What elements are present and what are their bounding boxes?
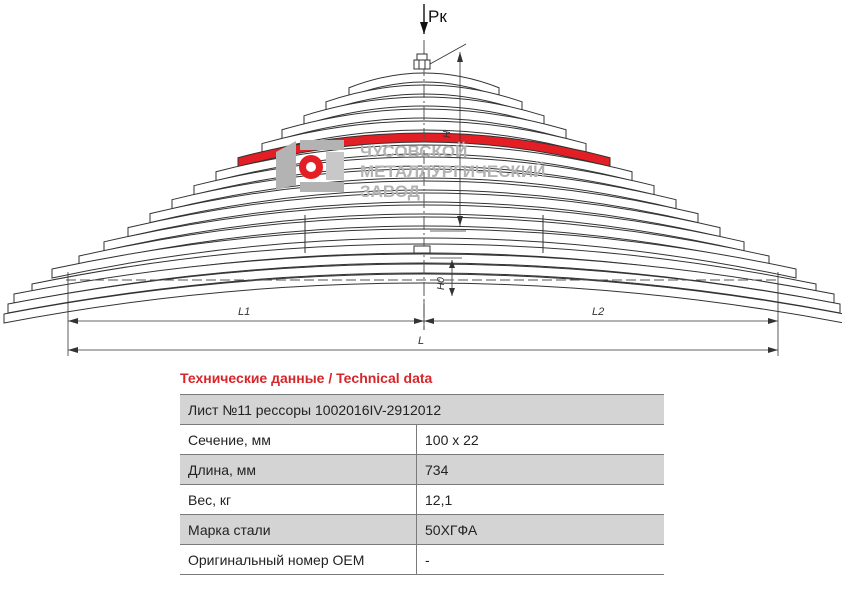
row-label: Сечение, мм	[180, 424, 417, 455]
center-bolt	[413, 53, 431, 254]
dimension-l	[68, 347, 778, 353]
row-value: 50ХГФА	[416, 514, 664, 545]
dimension-l-label: L	[418, 335, 424, 347]
row-value: 734	[416, 454, 664, 485]
table-row: Вес, кг 12,1	[180, 484, 664, 515]
chmz-logo-icon	[276, 140, 344, 192]
table-header: Лист №11 рессоры 1002016IV-2912012	[180, 394, 664, 425]
table-title: Технические данные / Technical data	[180, 370, 433, 386]
logo-line-2: МЕТАЛЛУРГИЧЕСКИЙ	[360, 162, 545, 181]
table-row: Марка стали 50ХГФА	[180, 514, 664, 545]
dimension-l2-label: L2	[592, 306, 604, 318]
table-row: Длина, мм 734	[180, 454, 664, 485]
dimension-h-label: H	[442, 130, 453, 138]
row-value: 100 x 22	[416, 424, 664, 455]
spring-leaf	[51, 228, 797, 279]
dimension-h	[429, 43, 467, 232]
table-row: Сечение, мм 100 x 22	[180, 424, 664, 455]
logo-line-1: ЧУСОВСКОЙ	[360, 142, 467, 161]
leaf-spring-drawing: Рк H H0 L1 L2	[3, 4, 842, 356]
logo-line-3: ЗАВОД	[360, 182, 420, 201]
spring-leaves	[3, 72, 842, 324]
dimension-l1-label: L1	[238, 306, 250, 318]
row-label: Вес, кг	[180, 484, 417, 515]
row-value: -	[416, 544, 664, 575]
dimension-h0-label: H0	[436, 277, 447, 290]
spec-table: Лист №11 рессоры 1002016IV-2912012 Сечен…	[180, 394, 664, 575]
load-label: Рк	[428, 7, 447, 26]
row-label: Длина, мм	[180, 454, 417, 485]
table-row: Оригинальный номер ОЕМ -	[180, 544, 664, 575]
row-value: 12,1	[416, 484, 664, 515]
spring-leaf	[3, 273, 842, 324]
dimension-h0	[430, 257, 462, 296]
load-arrow	[420, 4, 428, 34]
row-label: Марка стали	[180, 514, 417, 545]
dimension-l1-l2	[68, 318, 778, 324]
table-header-row: Лист №11 рессоры 1002016IV-2912012	[180, 394, 664, 425]
row-label: Оригинальный номер ОЕМ	[180, 544, 417, 575]
